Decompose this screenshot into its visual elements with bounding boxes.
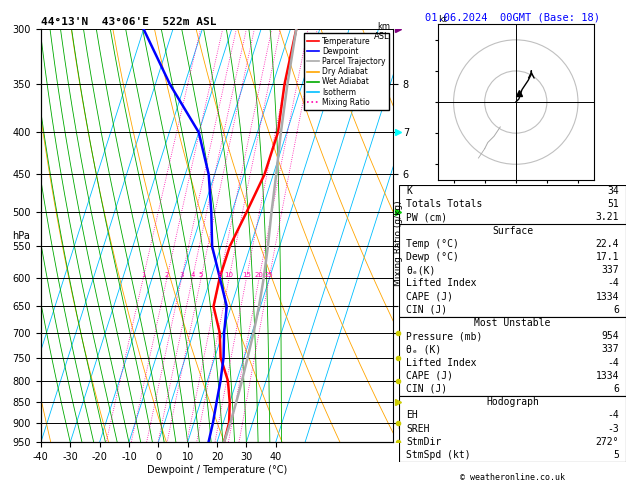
Text: -4: -4 xyxy=(608,278,619,288)
Text: 1: 1 xyxy=(141,272,145,278)
Text: 6: 6 xyxy=(613,305,619,315)
Text: 5: 5 xyxy=(613,450,619,460)
Text: LCL: LCL xyxy=(397,422,412,432)
Text: 25: 25 xyxy=(265,272,274,278)
Text: SREH: SREH xyxy=(406,423,430,434)
Text: θₑ (K): θₑ (K) xyxy=(406,345,442,354)
Text: CIN (J): CIN (J) xyxy=(406,384,447,394)
Text: 272°: 272° xyxy=(596,437,619,447)
Text: EH: EH xyxy=(406,410,418,420)
Text: 1334: 1334 xyxy=(596,371,619,381)
X-axis label: Dewpoint / Temperature (°C): Dewpoint / Temperature (°C) xyxy=(147,465,287,475)
Text: -3: -3 xyxy=(608,423,619,434)
Bar xyxy=(399,224,626,316)
Text: kt: kt xyxy=(438,15,447,24)
Text: © weatheronline.co.uk: © weatheronline.co.uk xyxy=(460,473,565,482)
Text: Lifted Index: Lifted Index xyxy=(406,278,477,288)
Text: Temp (°C): Temp (°C) xyxy=(406,239,459,249)
Text: 1334: 1334 xyxy=(596,292,619,302)
Text: Pressure (mb): Pressure (mb) xyxy=(406,331,482,341)
Text: -4: -4 xyxy=(608,358,619,367)
Text: 337: 337 xyxy=(601,345,619,354)
Y-axis label: km
ASL: km ASL xyxy=(402,228,421,243)
Text: 44°13'N  43°06'E  522m ASL: 44°13'N 43°06'E 522m ASL xyxy=(41,17,216,27)
Text: 3.21: 3.21 xyxy=(596,212,619,223)
Bar xyxy=(399,316,626,396)
Text: -4: -4 xyxy=(608,410,619,420)
Text: CAPE (J): CAPE (J) xyxy=(406,292,454,302)
Text: 15: 15 xyxy=(242,272,251,278)
Text: 01.06.2024  00GMT (Base: 18): 01.06.2024 00GMT (Base: 18) xyxy=(425,12,600,22)
Text: Mixing Ratio (g/kg): Mixing Ratio (g/kg) xyxy=(394,200,403,286)
Text: 10: 10 xyxy=(225,272,233,278)
Text: θₑ(K): θₑ(K) xyxy=(406,265,436,275)
Text: 337: 337 xyxy=(601,265,619,275)
Text: CIN (J): CIN (J) xyxy=(406,305,447,315)
Text: PW (cm): PW (cm) xyxy=(406,212,447,223)
Text: 2: 2 xyxy=(165,272,169,278)
Text: StmDir: StmDir xyxy=(406,437,442,447)
Text: K: K xyxy=(406,186,412,196)
Text: 4: 4 xyxy=(191,272,195,278)
Text: 20: 20 xyxy=(255,272,264,278)
Text: 34: 34 xyxy=(608,186,619,196)
Text: 3: 3 xyxy=(179,272,184,278)
Text: 8: 8 xyxy=(218,272,222,278)
Text: Dewp (°C): Dewp (°C) xyxy=(406,252,459,262)
Text: 51: 51 xyxy=(608,199,619,209)
Text: Hodograph: Hodograph xyxy=(486,397,539,407)
Bar xyxy=(399,396,626,462)
Text: 5: 5 xyxy=(199,272,203,278)
Text: CAPE (J): CAPE (J) xyxy=(406,371,454,381)
Text: 6: 6 xyxy=(613,384,619,394)
Text: 954: 954 xyxy=(601,331,619,341)
Text: Totals Totals: Totals Totals xyxy=(406,199,482,209)
Text: km
ASL: km ASL xyxy=(374,22,390,41)
Text: StmSpd (kt): StmSpd (kt) xyxy=(406,450,471,460)
Text: Surface: Surface xyxy=(492,226,533,236)
Text: 17.1: 17.1 xyxy=(596,252,619,262)
Legend: Temperature, Dewpoint, Parcel Trajectory, Dry Adiabat, Wet Adiabat, Isotherm, Mi: Temperature, Dewpoint, Parcel Trajectory… xyxy=(304,33,389,110)
Text: Most Unstable: Most Unstable xyxy=(474,318,551,328)
Text: hPa: hPa xyxy=(13,231,30,241)
Text: Lifted Index: Lifted Index xyxy=(406,358,477,367)
Text: 22.4: 22.4 xyxy=(596,239,619,249)
